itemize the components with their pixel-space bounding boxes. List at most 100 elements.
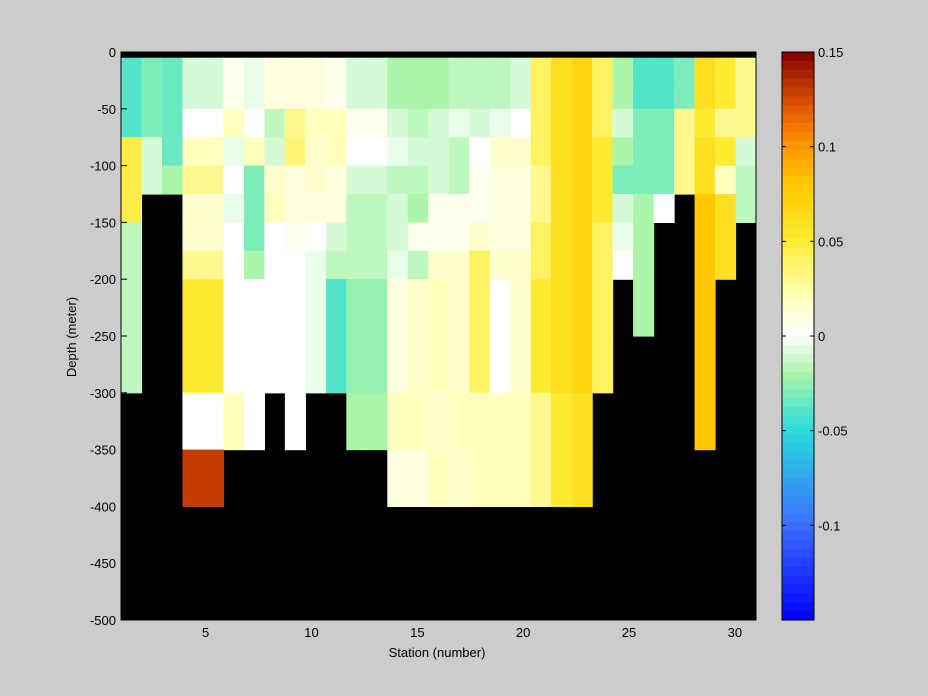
heatmap-cell: [469, 250, 491, 280]
heatmap-cell: [182, 165, 204, 195]
heatmap-cell: [510, 506, 532, 507]
heatmap-cell: [469, 57, 491, 81]
heatmap-cell: [551, 137, 573, 167]
heatmap-cell: [223, 194, 245, 223]
heatmap-cell: [387, 392, 409, 451]
heatmap-cell: [469, 80, 491, 110]
colorbar-swatch: [782, 256, 814, 266]
colorbar-swatch: [782, 336, 814, 346]
heatmap-cell: [489, 80, 511, 110]
heatmap-cell: [653, 137, 675, 167]
heatmap-cell: [530, 194, 552, 223]
heatmap-cell: [489, 194, 511, 223]
y-tick-label: -250: [90, 329, 116, 344]
heatmap-cell: [202, 279, 225, 337]
heatmap-cell: [633, 80, 655, 110]
heatmap-cell: [387, 250, 409, 280]
heatmap-cell: [161, 137, 184, 167]
heatmap-cell: [366, 392, 388, 451]
heatmap-cell: [592, 250, 614, 280]
heatmap-cell: [633, 250, 655, 280]
heatmap-cell: [551, 449, 573, 507]
heatmap-cell: [346, 80, 368, 110]
y-tick-label: -450: [90, 556, 116, 571]
heatmap-cell: [551, 165, 573, 195]
heatmap-cell: [592, 279, 614, 337]
heatmap-cell: [551, 80, 573, 110]
heatmap-cell: [571, 250, 593, 280]
heatmap-cell: [715, 108, 737, 138]
heatmap-cell: [387, 336, 409, 394]
heatmap-cell: [223, 279, 245, 337]
heatmap-cell: [715, 194, 737, 223]
heatmap-cell: [448, 165, 470, 195]
colorbar-swatch: [782, 167, 814, 177]
heatmap-cell: [612, 250, 634, 280]
heatmap-cell: [182, 336, 204, 394]
heatmap-cell: [715, 80, 737, 110]
heatmap-cell: [121, 222, 143, 252]
heatmap-cell: [551, 250, 573, 280]
heatmap-cell: [551, 392, 573, 451]
colorbar-swatch: [782, 194, 814, 204]
heatmap-cell: [366, 165, 388, 195]
heatmap-cell: [264, 165, 286, 195]
heatmap-cell: [346, 279, 368, 337]
heatmap-cell: [325, 165, 347, 195]
colorbar-swatch: [782, 149, 814, 160]
heatmap-cell: [305, 279, 327, 337]
heatmap-cell: [592, 222, 614, 252]
heatmap-cell: [366, 336, 388, 394]
heatmap-cell: [530, 222, 552, 252]
colorbar-swatch: [782, 158, 814, 168]
heatmap-cell: [161, 57, 184, 81]
heatmap-cell: [243, 108, 265, 138]
colorbar-swatch: [782, 176, 814, 186]
colorbar-swatch: [782, 344, 814, 355]
heatmap-cell: [448, 506, 470, 507]
heatmap-cell: [407, 57, 429, 81]
heatmap-cell: [571, 194, 593, 223]
heatmap-cell: [121, 279, 143, 337]
colorbar-swatch: [782, 265, 814, 275]
heatmap-cell: [571, 449, 593, 507]
heatmap-cell: [202, 80, 225, 110]
heatmap-cell: [735, 165, 757, 195]
heatmap-cell: [284, 194, 306, 223]
heatmap-cell: [612, 80, 634, 110]
heatmap-cell: [469, 137, 491, 167]
colorbar-swatch: [782, 371, 814, 381]
heatmap-cell: [202, 336, 225, 394]
heatmap-cell: [674, 80, 696, 110]
colorbar-swatch: [782, 202, 814, 213]
heatmap-cell: [305, 80, 327, 110]
y-tick-label: -100: [90, 159, 116, 174]
heatmap-cell: [571, 165, 593, 195]
heatmap-cell: [264, 194, 286, 223]
colorbar-swatch: [782, 105, 814, 115]
heatmap-cell: [489, 108, 511, 138]
heatmap-cell: [346, 194, 368, 223]
heatmap-cell: [325, 108, 347, 138]
heatmap-cell: [243, 165, 265, 195]
heatmap-cell: [653, 165, 675, 195]
heatmap-cell: [243, 336, 265, 394]
heatmap-cell: [694, 165, 716, 195]
heatmap-cell: [387, 57, 409, 81]
heatmap-cell: [243, 222, 265, 252]
heatmap-cell: [530, 506, 552, 507]
heatmap-cell: [448, 194, 470, 223]
heatmap-cell: [448, 279, 470, 337]
heatmap-cell: [428, 250, 450, 280]
heatmap-cell: [571, 57, 593, 81]
heatmap-cell: [489, 336, 511, 394]
heatmap-cell: [223, 165, 245, 195]
heatmap-cell: [510, 137, 532, 167]
heatmap-cell: [530, 137, 552, 167]
colorbar-swatch: [782, 300, 814, 310]
heatmap-cell: [694, 194, 716, 223]
colorbar-tick-label: -0.1: [818, 518, 840, 533]
heatmap-cell: [448, 250, 470, 280]
heatmap-cell: [428, 449, 450, 507]
colorbar-swatch: [782, 478, 814, 488]
